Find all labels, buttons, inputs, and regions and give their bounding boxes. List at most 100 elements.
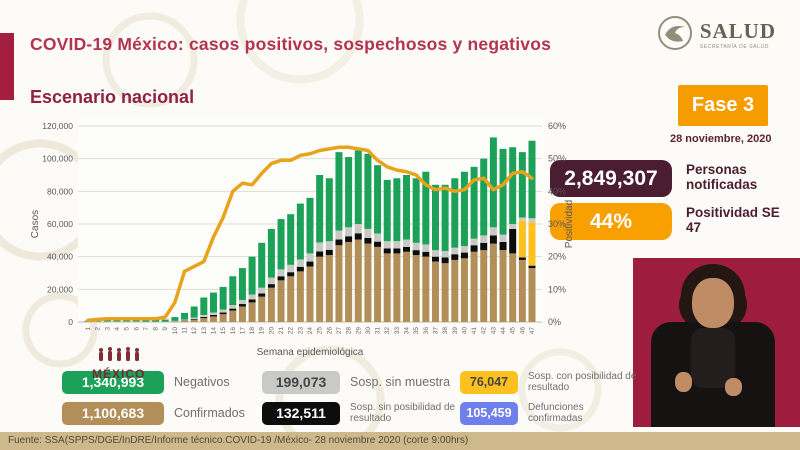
svg-text:21: 21 — [278, 327, 285, 335]
svg-text:42: 42 — [481, 327, 488, 335]
svg-text:30: 30 — [365, 327, 372, 335]
svg-text:15: 15 — [220, 327, 227, 335]
svg-text:3: 3 — [104, 327, 111, 331]
svg-text:Semana epidemiológica: Semana epidemiológica — [257, 347, 364, 358]
svg-text:27: 27 — [336, 327, 343, 335]
svg-text:46: 46 — [519, 327, 526, 335]
salud-logo-subtitle: SECRETARÍA DE SALUD — [699, 44, 769, 50]
svg-text:33: 33 — [394, 327, 401, 335]
notified-count-label: Personas notificadas — [686, 162, 758, 193]
svg-text:28: 28 — [346, 327, 353, 335]
svg-text:40: 40 — [461, 327, 468, 335]
svg-text:10: 10 — [172, 327, 179, 335]
epidemic-week-chart: 0 20,000 40,000 60,000 80,000 100,000 120,000 0… — [15, 108, 575, 363]
chart-svg: 0 20,000 40,000 60,000 80,000 100,000 120,000 0… — [30, 118, 575, 358]
svg-text:16: 16 — [230, 327, 237, 335]
svg-text:11: 11 — [182, 327, 189, 334]
svg-text:39: 39 — [452, 327, 459, 335]
svg-text:34: 34 — [404, 327, 411, 335]
mexico-watermark: MÉXICO — [92, 346, 145, 381]
svg-text:Positividad: Positividad — [564, 200, 575, 248]
svg-text:1: 1 — [85, 327, 92, 331]
svg-text:26: 26 — [326, 327, 333, 335]
svg-text:20: 20 — [268, 327, 275, 335]
svg-text:0: 0 — [68, 317, 73, 327]
svg-text:2: 2 — [95, 327, 102, 331]
svg-text:29: 29 — [355, 327, 362, 335]
report-date: 28 noviembre, 2020 — [670, 133, 772, 145]
legend-value-badge: 76,047 — [460, 370, 518, 394]
svg-text:60,000: 60,000 — [47, 219, 73, 229]
svg-text:14: 14 — [210, 327, 217, 335]
svg-text:36: 36 — [423, 327, 430, 335]
svg-text:Casos: Casos — [30, 210, 41, 238]
mexico-watermark-figures-icon — [98, 347, 139, 361]
svg-text:18: 18 — [249, 327, 256, 335]
svg-text:23: 23 — [297, 327, 304, 335]
salud-logo: SALUD SECRETARÍA DE SALUD — [657, 15, 776, 56]
legend-label: Sosp. sin muestra — [350, 375, 451, 389]
legend-item-confirmados: 1,100,683 Confirmados — [62, 401, 262, 425]
svg-text:44: 44 — [500, 327, 507, 335]
svg-text:12: 12 — [191, 327, 198, 335]
sign-language-interpreter-panel — [633, 258, 800, 427]
svg-text:25: 25 — [317, 327, 324, 335]
svg-text:45: 45 — [510, 327, 517, 335]
svg-text:9: 9 — [162, 327, 169, 331]
interpreter-shirt — [691, 328, 735, 388]
salud-logo-name: SALUD — [699, 19, 776, 43]
legend-item-defunciones: 105,459 Defunciones confirmadas — [460, 401, 700, 425]
positivity-label: Positividad SE 47 — [686, 205, 780, 236]
legend-item-sosp-con-posibilidad: 76,047 Sosp. con posibilidad de resultad… — [460, 370, 700, 394]
legend-value-badge: 105,459 — [460, 401, 518, 425]
interpreter-face — [692, 278, 734, 328]
positivity-badge: 44% — [550, 203, 672, 240]
svg-text:60%: 60% — [548, 121, 566, 131]
svg-text:20%: 20% — [548, 252, 566, 262]
legend-label: Negativos — [174, 375, 230, 389]
interpreter-hand-left — [675, 372, 692, 392]
svg-text:4: 4 — [114, 327, 121, 331]
legend-value-badge: 199,073 — [262, 370, 340, 394]
svg-text:20,000: 20,000 — [47, 284, 73, 294]
svg-text:0%: 0% — [548, 317, 561, 327]
svg-text:37: 37 — [432, 327, 439, 335]
svg-text:6: 6 — [133, 327, 140, 331]
svg-text:40%: 40% — [548, 186, 566, 196]
legend-item-sosp-sin-muestra: 199,073 Sosp. sin muestra — [262, 370, 460, 394]
legend-label: Confirmados — [174, 406, 245, 420]
fase-badge: Fase 3 — [678, 85, 768, 126]
page-title: COVID-19 México: casos positivos, sospec… — [30, 34, 552, 54]
svg-text:7: 7 — [143, 327, 150, 331]
legend-item-negativos: 1,340,993 Negativos — [62, 370, 262, 394]
svg-text:40,000: 40,000 — [47, 252, 73, 262]
svg-text:35: 35 — [413, 327, 420, 335]
svg-text:38: 38 — [442, 327, 449, 335]
svg-text:32: 32 — [384, 327, 391, 335]
svg-text:50%: 50% — [548, 154, 566, 164]
legend-value-badge: 1,340,993 — [62, 370, 164, 394]
interpreter-hand-right — [725, 378, 742, 396]
legend-label: Sosp. con posibilidad de resultado — [528, 370, 637, 393]
svg-text:41: 41 — [471, 327, 478, 335]
legend-label: Defunciones confirmadas — [528, 401, 584, 424]
svg-text:47: 47 — [529, 327, 536, 335]
legend-label: Sosp. sin posibilidad de resultado — [350, 401, 456, 424]
svg-text:31: 31 — [375, 327, 382, 335]
section-title: Escenario nacional — [30, 87, 195, 107]
left-accent-stripe — [0, 33, 14, 100]
svg-text:24: 24 — [307, 327, 314, 335]
svg-text:80,000: 80,000 — [47, 186, 73, 196]
salud-emblem-icon — [657, 15, 693, 56]
svg-text:22: 22 — [288, 327, 295, 335]
svg-text:10%: 10% — [548, 284, 566, 294]
svg-text:13: 13 — [201, 327, 208, 335]
source-footer: Fuente: SSA(SPPS/DGE/InDRE/Informe técni… — [0, 432, 800, 450]
legend-value-badge: 132,511 — [262, 401, 340, 425]
svg-text:30%: 30% — [548, 219, 566, 229]
notified-count-badge: 2,849,307 — [550, 160, 672, 197]
svg-text:100,000: 100,000 — [42, 154, 73, 164]
svg-text:17: 17 — [239, 327, 246, 335]
chart-legend: 1,340,993 Negativos 199,073 Sosp. sin mu… — [62, 370, 700, 425]
svg-text:8: 8 — [153, 327, 160, 331]
